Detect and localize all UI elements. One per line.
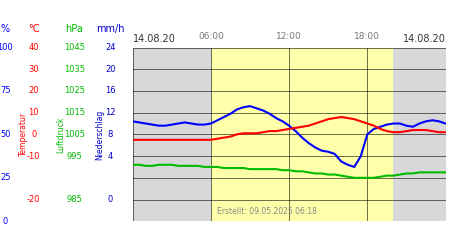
Text: hPa: hPa (65, 24, 83, 34)
Text: Temperatur: Temperatur (19, 112, 28, 156)
Text: 1005: 1005 (64, 130, 85, 139)
Text: 1045: 1045 (64, 43, 85, 52)
Text: -20: -20 (27, 195, 40, 204)
Text: 75: 75 (0, 86, 11, 96)
Text: 40: 40 (28, 43, 39, 52)
Text: 30: 30 (28, 65, 39, 74)
Bar (393, 48, 446, 221)
Text: 24: 24 (105, 43, 116, 52)
Text: 12: 12 (105, 108, 116, 117)
Text: 50: 50 (0, 130, 11, 139)
Bar (133, 48, 211, 221)
Text: 995: 995 (67, 152, 82, 160)
Text: 8: 8 (108, 130, 113, 139)
Text: 0: 0 (31, 130, 36, 139)
Text: Luftdruck: Luftdruck (57, 116, 66, 152)
Bar (211, 48, 393, 221)
Text: mm/h: mm/h (96, 24, 125, 34)
Text: 1015: 1015 (64, 108, 85, 117)
Text: 0: 0 (108, 195, 113, 204)
Text: Niederschlag: Niederschlag (95, 109, 104, 160)
Text: 20: 20 (28, 86, 39, 96)
Text: 10: 10 (28, 108, 39, 117)
Text: 100: 100 (0, 43, 14, 52)
Text: 1025: 1025 (64, 86, 85, 96)
Text: %: % (1, 24, 10, 34)
Text: 20: 20 (105, 65, 116, 74)
Text: 1035: 1035 (64, 65, 85, 74)
Text: 16: 16 (105, 86, 116, 96)
Text: 985: 985 (66, 195, 82, 204)
Text: 14.08.20: 14.08.20 (403, 34, 446, 44)
Text: 14.08.20: 14.08.20 (133, 34, 176, 44)
Text: 4: 4 (108, 152, 113, 160)
Text: °C: °C (28, 24, 40, 34)
Text: 25: 25 (0, 173, 11, 182)
Text: Erstellt: 09.05.2025 06:18: Erstellt: 09.05.2025 06:18 (217, 207, 317, 216)
Text: 0: 0 (3, 217, 8, 226)
Text: -10: -10 (27, 152, 40, 160)
